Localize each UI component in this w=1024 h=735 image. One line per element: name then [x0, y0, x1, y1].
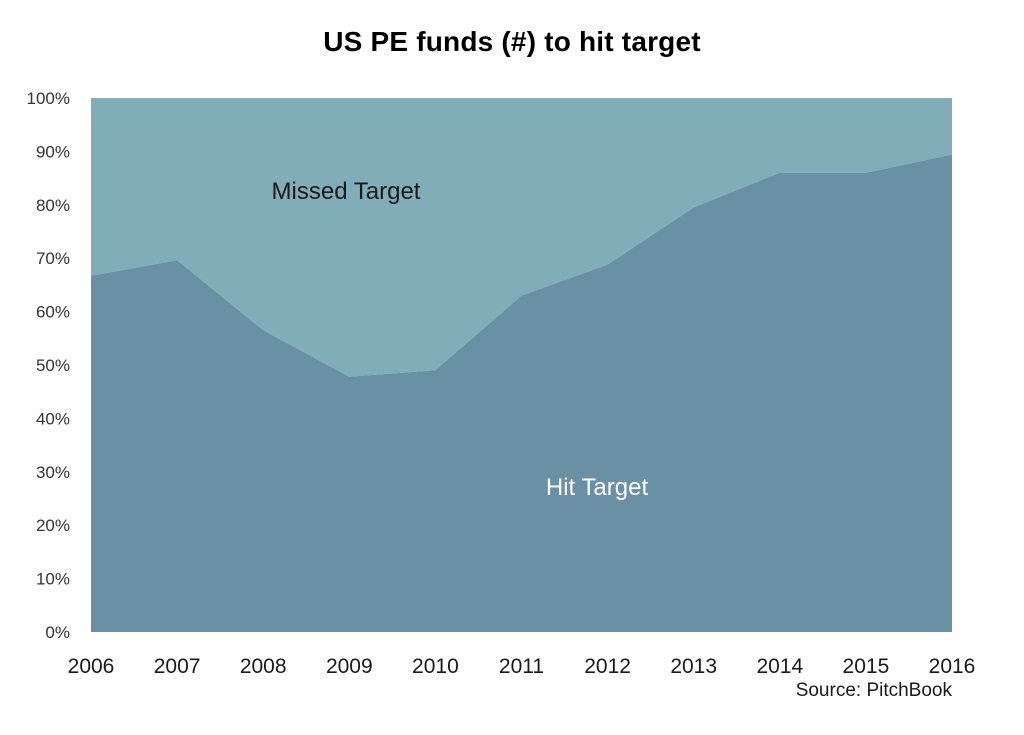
- x-tick-label: 2016: [929, 655, 976, 678]
- y-tick-label: 40%: [36, 409, 70, 428]
- x-tick-label: 2012: [584, 655, 631, 678]
- x-tick-label: 2015: [843, 655, 890, 678]
- x-tick-label: 2013: [670, 655, 717, 678]
- y-axis: 0% 10% 20% 30% 40% 50% 60% 70% 80% 90% 100%: [27, 89, 70, 642]
- chart-title: US PE funds (#) to hit target: [323, 26, 701, 57]
- x-tick-label: 2011: [499, 655, 544, 678]
- y-tick-label: 20%: [36, 516, 70, 535]
- x-tick-label: 2010: [412, 655, 459, 678]
- plot-areas: [91, 98, 952, 632]
- source-note: Source: PitchBook: [795, 680, 952, 701]
- series-label-missed-target: Missed Target: [272, 178, 421, 205]
- y-tick-label: 80%: [36, 196, 70, 215]
- area-hit-target: [91, 154, 952, 632]
- x-tick-label: 2007: [154, 655, 201, 678]
- y-tick-label: 0%: [45, 623, 70, 642]
- series-label-hit-target: Hit Target: [546, 474, 649, 501]
- x-axis: 2006 2007 2008 2009 2010 2011 2012 2013 2014 2015…: [68, 655, 976, 678]
- x-tick-label: 2014: [756, 655, 803, 678]
- y-tick-label: 30%: [36, 463, 70, 482]
- y-tick-label: 90%: [36, 142, 70, 161]
- area-missed-target: [91, 98, 952, 377]
- x-tick-label: 2008: [240, 655, 287, 678]
- series-labels: Hit Target Missed Target: [272, 178, 649, 501]
- y-tick-label: 60%: [36, 303, 70, 322]
- y-tick-label: 10%: [36, 570, 70, 589]
- y-tick-label: 100%: [27, 89, 70, 108]
- x-tick-label: 2009: [326, 655, 373, 678]
- y-tick-label: 70%: [36, 249, 70, 268]
- x-tick-label: 2006: [68, 655, 115, 678]
- y-tick-label: 50%: [36, 356, 70, 375]
